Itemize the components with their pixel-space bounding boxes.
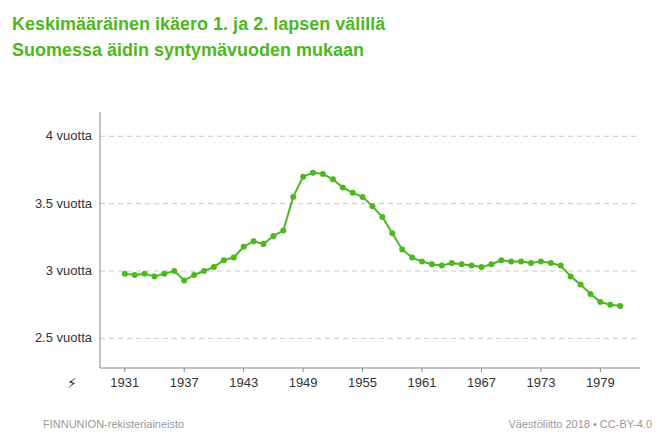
point [617,303,623,309]
x-tick-label: 1943 [229,375,258,390]
point [251,238,257,244]
x-tick-label: 1967 [467,375,496,390]
point [587,291,593,297]
point [538,259,544,265]
point [498,257,504,263]
point [241,244,247,250]
y-tick-label: 2.5 vuotta [35,330,93,345]
x-axis: 1931 1937 1943 1949 1955 1961 1967 1973 1979 [100,368,640,390]
point [528,260,534,266]
point [231,255,237,261]
point [201,268,207,274]
x-tick [540,368,541,372]
footnote: Väestöliitto 2018 • CC-BY-4.0 [509,418,652,430]
x-tick-label: 1937 [170,375,199,390]
point [578,281,584,287]
x-tick-label: 1979 [586,375,615,390]
point [340,184,346,190]
title: Keskimääräinen ikäero 1. ja 2. lapsen vä… [12,14,386,34]
chart: Keskimääräinen ikäero 1. ja 2. lapsen vä… [0,0,662,440]
x-tick-label: 1973 [526,375,555,390]
axis-break: ⚡ [67,375,77,391]
footnote: FINNUNION-rekisteriaineisto [43,418,184,430]
line [125,173,620,306]
point [607,302,613,308]
y-tick-label: 3 vuotta [46,263,93,278]
point [142,271,148,277]
x-tick [184,368,185,372]
point [568,273,574,279]
background [0,0,662,440]
grid-line [100,338,640,339]
point [330,176,336,182]
point [379,214,385,220]
point [429,261,435,267]
x-tick [422,368,423,372]
point [399,246,405,252]
point [122,271,128,277]
point [508,259,514,265]
x-tick [600,368,601,372]
point [369,203,375,209]
point [478,264,484,270]
x-axis-line [100,368,640,369]
x-tick [303,368,304,372]
grid-line [100,136,640,137]
point [280,228,286,234]
point [260,241,266,247]
y-tick-label: 4 vuotta [46,128,93,143]
subtitle: Suomessa äidin syntymävuoden mukaan [12,40,364,60]
y-axis-line [100,112,101,368]
y-tick-label: 3.5 vuotta [35,196,93,211]
x-tick [124,368,125,372]
point [181,277,187,283]
point [290,194,296,200]
point [310,170,316,176]
x-tick [362,368,363,372]
x-tick-label: 1955 [348,375,377,390]
point [459,261,465,267]
point [449,260,455,266]
data [122,170,623,309]
point [151,273,157,279]
y-axis: 2.5 vuotta 3 vuotta 3.5 vuotta 4 vuotta [35,112,640,368]
point [191,272,197,278]
point [221,257,227,263]
x-tick-label: 1961 [408,375,437,390]
point [300,174,306,180]
point [488,261,494,267]
point [270,233,276,239]
point [597,299,603,305]
point [132,272,138,278]
point [350,190,356,196]
x-tick [481,368,482,372]
point [409,255,415,261]
point [320,171,326,177]
point [518,259,524,265]
point [171,268,177,274]
point [558,263,564,269]
grid-line [100,270,640,271]
x-tick [243,368,244,372]
point [161,271,167,277]
point [439,263,445,269]
point [419,259,425,265]
x-tick-label: 1949 [289,375,318,390]
point [548,260,554,266]
point [469,263,475,269]
point [211,264,217,270]
point [389,230,395,236]
point [360,194,366,200]
x-tick-label: 1931 [110,375,139,390]
